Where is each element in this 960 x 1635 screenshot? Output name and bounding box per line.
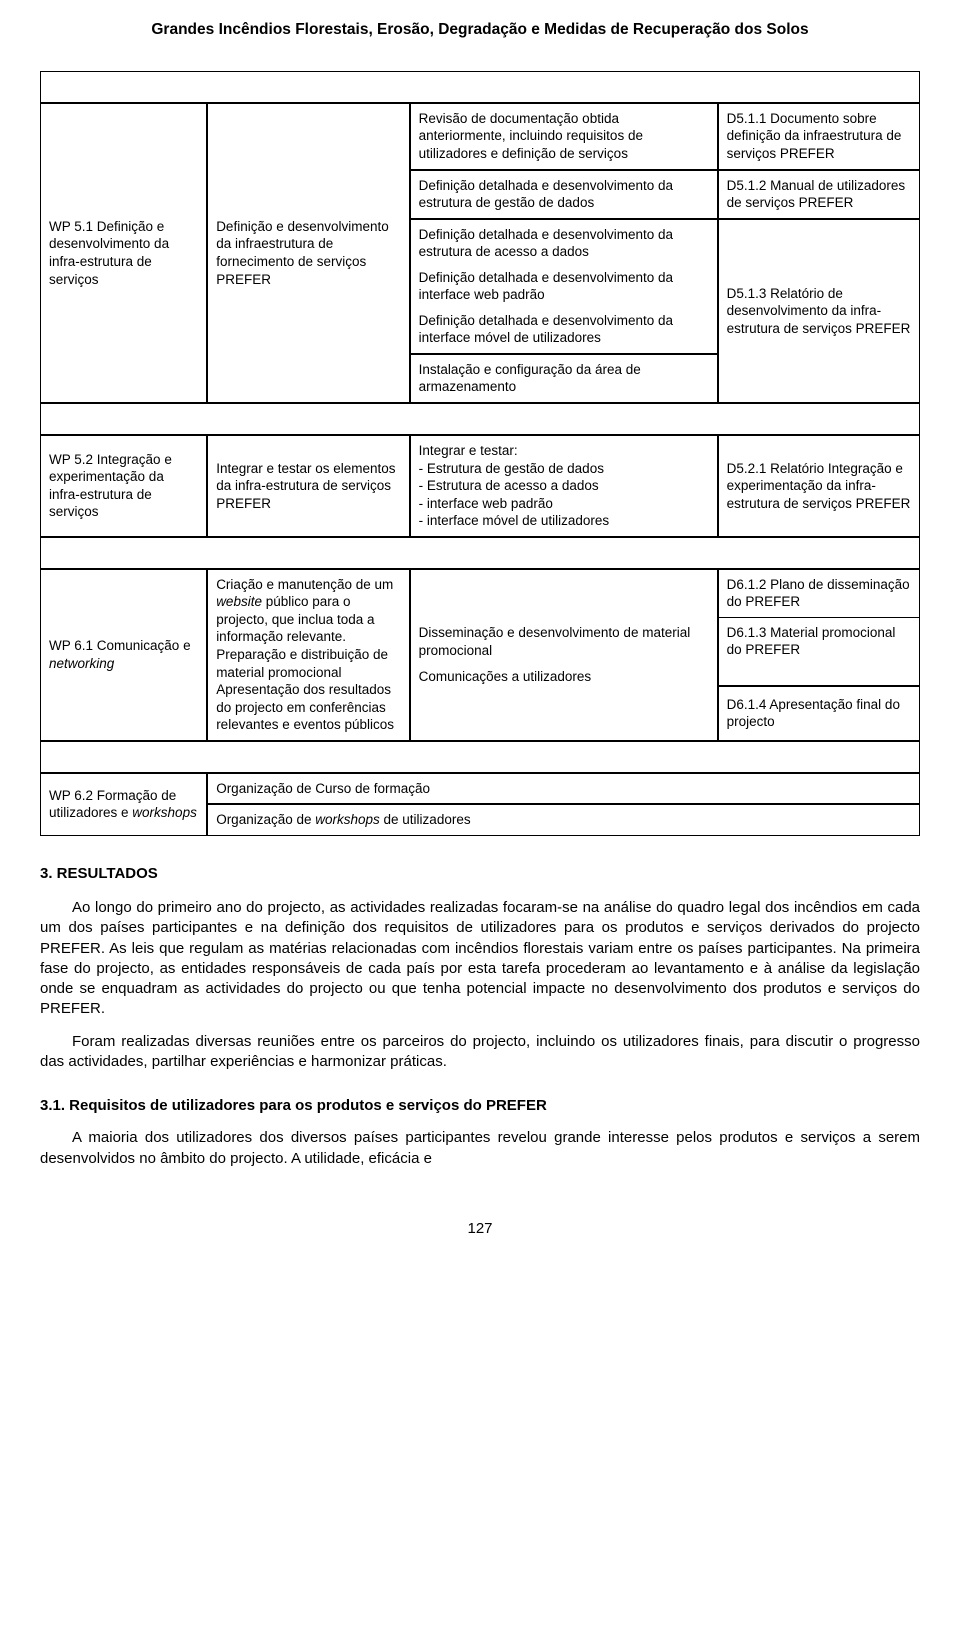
- wp52-col1: WP 5.2 Integração e experimentação da in…: [40, 435, 207, 537]
- wp51-col3c2: Definição detalhada e desenvolvimento da…: [419, 269, 709, 304]
- wp51-col3c1: Definição detalhada e desenvolvimento da…: [419, 226, 709, 261]
- table-empty-row: [40, 537, 920, 569]
- wp61-col4ab: D6.1.2 Plano de disseminação do PREFER D…: [718, 569, 920, 686]
- wp51-col3a: Revisão de documentação obtida anteriorm…: [410, 103, 718, 170]
- subsection-31-p1: A maioria dos utilizadores dos diversos …: [40, 1128, 920, 1169]
- wp62-col23b: Organização de workshops de utilizadores: [207, 804, 920, 836]
- wp52-col4: D5.2.1 Relatório Integração e experiment…: [718, 435, 920, 537]
- wp51-col4a: D5.1.1 Documento sobre definição da infr…: [718, 103, 920, 170]
- section-resultados-p1: Ao longo do primeiro ano do projecto, as…: [40, 898, 920, 1020]
- wp61-col4c: D6.1.4 Apresentação final do projecto: [718, 686, 920, 741]
- table-empty-row: [40, 71, 920, 103]
- table-empty-row: [40, 741, 920, 773]
- wp62-col23a: Organização de Curso de formação: [207, 773, 920, 805]
- table-row: WP 6.2 Formação de utilizadores e worksh…: [40, 773, 920, 805]
- wp61-col1-text: WP 6.1 Comunicação e networking: [49, 638, 191, 671]
- table-empty-row: [40, 403, 920, 435]
- wp61-col1: WP 6.1 Comunicação e networking: [40, 569, 207, 741]
- wp52-col2: Integrar e testar os elementos da infra-…: [207, 435, 409, 537]
- table-row: WP 6.1 Comunicação e networking Criação …: [40, 569, 920, 686]
- section-resultados-heading: 3. RESULTADOS: [40, 864, 920, 884]
- page-number: 127: [40, 1219, 920, 1239]
- wp61-col4b: D6.1.3 Material promocional do PREFER: [719, 618, 919, 673]
- table-row: WP 5.2 Integração e experimentação da in…: [40, 435, 920, 537]
- table-row: WP 5.1 Definição e desenvolvimento da in…: [40, 103, 920, 170]
- wp61-col3: Disseminação e desenvolvimento de materi…: [410, 569, 718, 741]
- subsection-31-heading: 3.1. Requisitos de utilizadores para os …: [40, 1096, 920, 1116]
- wp51-col3c: Definição detalhada e desenvolvimento da…: [410, 219, 718, 354]
- wp51-col4c: D5.1.3 Relatório de desenvolvimento da i…: [718, 219, 920, 403]
- wp62-col1: WP 6.2 Formação de utilizadores e worksh…: [40, 773, 207, 836]
- wp51-col2: Definição e desenvolvimento da infraestr…: [207, 103, 409, 403]
- page-title: Grandes Incêndios Florestais, Erosão, De…: [40, 20, 920, 41]
- wp61-col2: Criação e manutenção de um website públi…: [207, 569, 409, 741]
- main-table: WP 5.1 Definição e desenvolvimento da in…: [40, 71, 920, 836]
- wp61-col4a: D6.1.2 Plano de disseminação do PREFER: [719, 570, 919, 618]
- wp51-col1: WP 5.1 Definição e desenvolvimento da in…: [40, 103, 207, 403]
- wp51-col3c3: Definição detalhada e desenvolvimento da…: [419, 312, 709, 347]
- wp51-col4b: D5.1.2 Manual de utilizadores de serviço…: [718, 170, 920, 219]
- section-resultados-p2: Foram realizadas diversas reuniões entre…: [40, 1032, 920, 1073]
- wp52-col3: Integrar e testar: - Estrutura de gestão…: [410, 435, 718, 537]
- wp61-col3a: Disseminação e desenvolvimento de materi…: [419, 624, 709, 659]
- wp51-col3b: Definição detalhada e desenvolvimento da…: [410, 170, 718, 219]
- wp51-col3c4: Instalação e configuração da área de arm…: [410, 354, 718, 403]
- wp61-col3b: Comunicações a utilizadores: [419, 668, 709, 686]
- wp61-col2-text: Criação e manutenção de um website públi…: [216, 577, 394, 732]
